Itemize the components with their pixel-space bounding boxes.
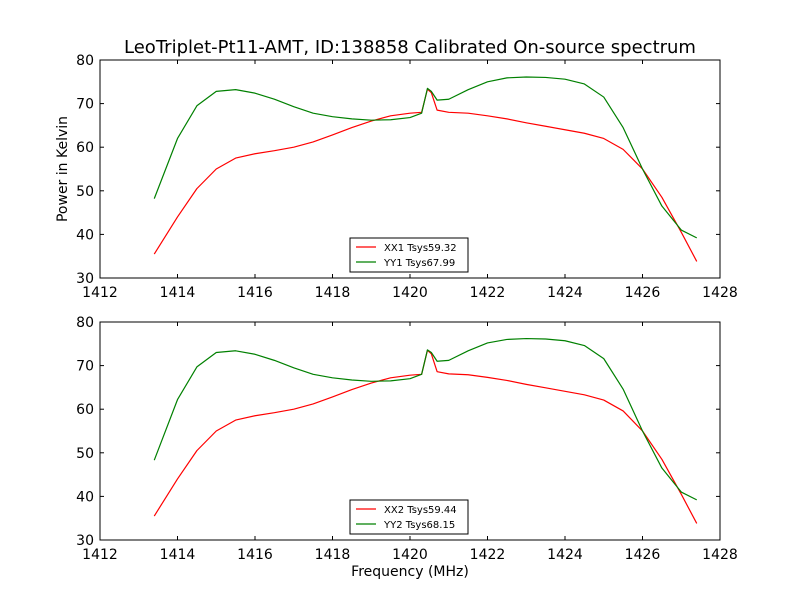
y-tick-label: 50 (76, 446, 94, 462)
series-line-xx-panel-1 (153, 88, 698, 262)
x-tick-label: 1416 (237, 285, 273, 301)
x-tick-label: 1428 (702, 285, 738, 301)
bottom-panel: 1412 1414 1416 1418 1420 1422 1424 1426 1428 30 40… (76, 315, 738, 580)
y-tick-label: 70 (76, 359, 94, 375)
legend: XX1 Tsys59.32 YY1 Tsys67.99 (349, 237, 469, 273)
top-panel: 1412 1414 1416 1418 1420 1422 1424 1426 1428 30 40… (55, 53, 738, 301)
legend-entry: XX1 Tsys59.32 (384, 243, 457, 254)
y-tick-label: 70 (76, 97, 94, 113)
x-tick-label: 1420 (392, 547, 428, 563)
x-tick-label: 1422 (470, 547, 506, 563)
x-tick-label: 1428 (702, 547, 738, 563)
x-tick-label: 1412 (82, 285, 118, 301)
y-tick-label: 50 (76, 184, 94, 200)
legend-entry: XX2 Tsys59.44 (384, 505, 457, 516)
y-tick-label: 30 (76, 271, 94, 287)
series-line-yy-panel-1 (153, 76, 698, 239)
legend: XX2 Tsys59.44 YY2 Tsys68.15 (349, 499, 469, 535)
series-line-xx-panel-2 (153, 349, 698, 524)
chart-title: LeoTriplet-Pt11-AMT, ID:138858 Calibrate… (124, 37, 696, 58)
x-tick-label: 1414 (160, 285, 196, 301)
y-axis-label: Power in Kelvin (55, 116, 71, 222)
x-tick-label: 1418 (315, 285, 351, 301)
legend-box (349, 499, 469, 535)
legend-box (349, 237, 469, 273)
y-tick-label: 60 (76, 140, 94, 156)
x-tick-label: 1416 (237, 547, 273, 563)
y-tick-label: 40 (76, 489, 94, 505)
y-tick-label: 30 (76, 533, 94, 549)
x-axis-label: Frequency (MHz) (351, 564, 469, 580)
x-tick-label: 1426 (625, 547, 661, 563)
x-tick-label: 1424 (547, 285, 583, 301)
legend-entry: YY1 Tsys67.99 (383, 258, 455, 269)
series-line-yy-panel-2 (153, 337, 698, 501)
x-tick-label: 1426 (625, 285, 661, 301)
x-tick-label: 1424 (547, 547, 583, 563)
x-tick-label: 1414 (160, 547, 196, 563)
x-tick-label: 1412 (82, 547, 118, 563)
x-tick-label: 1418 (315, 547, 351, 563)
x-tick-label: 1422 (470, 285, 506, 301)
legend-entry: YY2 Tsys68.15 (383, 520, 455, 531)
y-tick-label: 80 (76, 315, 94, 331)
y-tick-label: 60 (76, 402, 94, 418)
y-tick-label: 40 (76, 227, 94, 243)
y-tick-label: 80 (76, 53, 94, 69)
x-tick-label: 1420 (392, 285, 428, 301)
